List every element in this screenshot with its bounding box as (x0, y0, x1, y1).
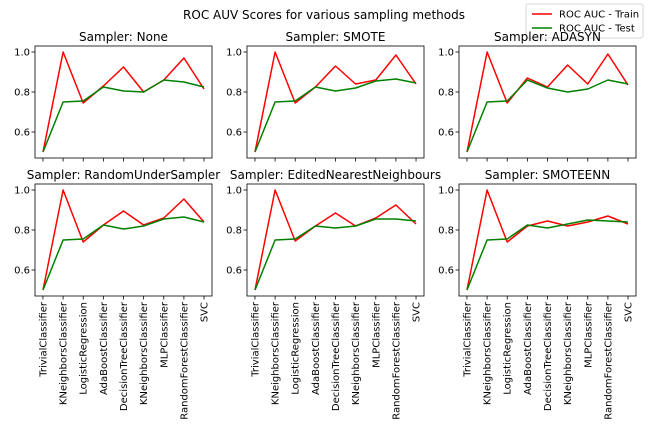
x-tick-label: LogisticRegression (503, 302, 514, 395)
x-tick-label: SVC (200, 302, 211, 322)
y-tick-label: 0.6 (226, 128, 242, 139)
y-tick-label: 1.0 (14, 48, 30, 59)
test-line (254, 218, 417, 291)
axes-frame (246, 45, 425, 159)
test-line (42, 79, 205, 153)
axes-frame (458, 45, 637, 159)
x-tick-label: RandomForestClassifier (179, 301, 190, 420)
test-line (466, 79, 629, 153)
figure-title: ROC AUV Scores for various sampling meth… (183, 8, 465, 22)
y-tick-label: 1.0 (226, 48, 242, 59)
x-tick-label: SVC (624, 302, 635, 322)
y-tick-label: 0.8 (438, 88, 454, 99)
y-tick-label: 0.8 (14, 226, 30, 237)
test-line (466, 219, 629, 291)
train-line (466, 51, 629, 153)
subplot: Sampler: ADASYN 0.6 0.8 1.0 (438, 30, 637, 162)
subplot-title: Sampler: None (79, 30, 168, 44)
train-line (254, 51, 417, 153)
x-tick-label: DecisionTreeClassifier (119, 301, 130, 411)
x-tick-label: DecisionTreeClassifier (331, 301, 342, 411)
legend-box (525, 3, 644, 39)
axes-frame (458, 183, 637, 297)
x-tick-label: KNeighborsClassifier (139, 301, 150, 405)
x-tick-label: KNeighborsClassifier (351, 301, 362, 405)
x-tick-label: TrivialClassifier (250, 301, 261, 378)
subplot-title: Sampler: ADASYN (494, 30, 601, 44)
x-tick-label: DecisionTreeClassifier (543, 301, 554, 411)
train-line (42, 51, 205, 153)
subplot: Sampler: RandomUnderSampler 0.6 0.8 1.0 Triv… (14, 168, 220, 420)
subplot: Sampler: SMOTEENN 0.6 0.8 1.0 TrivialClassif… (438, 168, 637, 420)
subplot-title: Sampler: EditedNearestNeighbours (230, 168, 441, 182)
x-tick-label: TrivialClassifier (462, 301, 473, 378)
subplot: Sampler: None 0.6 0.8 1.0 (14, 30, 213, 162)
y-tick-label: 1.0 (226, 186, 242, 197)
y-tick-label: 0.8 (226, 88, 242, 99)
y-tick-label: 0.6 (14, 266, 30, 277)
x-tick-label: SVC (412, 302, 423, 322)
y-tick-label: 0.6 (438, 128, 454, 139)
y-tick-label: 1.0 (438, 48, 454, 59)
x-tick-label: KNeighborsClassifier (271, 301, 282, 405)
x-tick-label: RandomForestClassifier (391, 301, 402, 420)
y-tick-label: 0.8 (438, 226, 454, 237)
x-tick-label: KNeighborsClassifier (483, 301, 494, 405)
x-tick-label: LogisticRegression (79, 302, 90, 395)
axes-frame (34, 183, 213, 297)
y-tick-label: 0.8 (14, 88, 30, 99)
legend-train-label: ROC AUC - Train (559, 10, 639, 21)
axes-frame (246, 183, 425, 297)
y-tick-label: 0.6 (438, 266, 454, 277)
x-tick-label: RandomForestClassifier (603, 301, 614, 420)
x-tick-label: MLPClassifier (371, 301, 382, 368)
subplot: Sampler: EditedNearestNeighbours 0.6 0.8 1.… (226, 168, 441, 420)
y-tick-label: 0.6 (226, 266, 242, 277)
x-tick-label: KNeighborsClassifier (59, 301, 70, 405)
x-tick-label: AdaBoostClassifier (523, 301, 534, 395)
train-line (254, 189, 417, 291)
y-tick-label: 1.0 (438, 186, 454, 197)
legend: ROC AUC - Train ROC AUC - Test (525, 3, 644, 39)
train-line (42, 189, 205, 291)
x-tick-label: MLPClassifier (159, 301, 170, 368)
subplot-title: Sampler: SMOTE (286, 30, 386, 44)
x-tick-label: KNeighborsClassifier (563, 301, 574, 405)
subplot: Sampler: SMOTE 0.6 0.8 1.0 (226, 30, 425, 162)
x-tick-label: LogisticRegression (291, 302, 302, 395)
y-tick-label: 0.6 (14, 128, 30, 139)
train-line (466, 189, 629, 291)
x-tick-label: AdaBoostClassifier (99, 301, 110, 395)
test-line (42, 216, 205, 291)
legend-test-label: ROC AUC - Test (559, 24, 635, 35)
x-tick-label: MLPClassifier (583, 301, 594, 368)
y-tick-label: 1.0 (14, 186, 30, 197)
subplot-title: Sampler: SMOTEENN (485, 168, 610, 182)
x-tick-label: AdaBoostClassifier (311, 301, 322, 395)
test-line (254, 78, 417, 153)
axes-frame (34, 45, 213, 159)
x-tick-label: TrivialClassifier (38, 301, 49, 378)
subplot-title: Sampler: RandomUnderSampler (27, 168, 221, 182)
y-tick-label: 0.8 (226, 226, 242, 237)
